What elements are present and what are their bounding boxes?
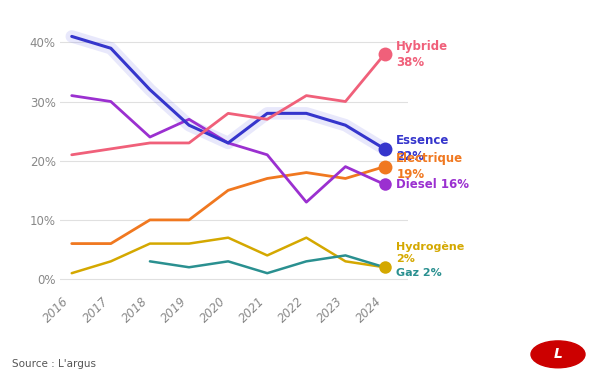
Text: Hybride
38%: Hybride 38% [396, 40, 448, 69]
Text: Source : L'argus: Source : L'argus [12, 359, 96, 369]
Text: Hydrogène
2%: Hydrogène 2% [396, 241, 464, 264]
Text: Essence
22%: Essence 22% [396, 134, 449, 163]
Circle shape [531, 341, 585, 368]
Text: L: L [554, 347, 562, 361]
Text: Gaz 2%: Gaz 2% [396, 268, 442, 278]
Text: Diesel 16%: Diesel 16% [396, 178, 469, 191]
Text: Electrique
19%: Electrique 19% [396, 152, 463, 181]
